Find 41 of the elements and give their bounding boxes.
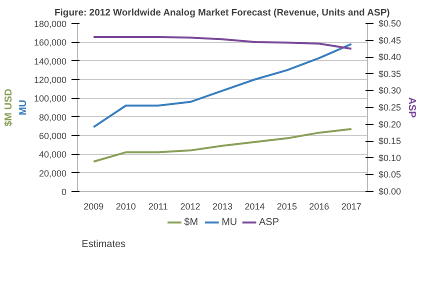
- legend-label: ASP: [258, 217, 280, 228]
- text: Estimates: [82, 239, 126, 250]
- y-axis-title: MU: [18, 100, 29, 116]
- y2-tick-label: $0.05: [378, 170, 402, 180]
- y2-tick-label: $0.30: [378, 86, 402, 96]
- y-tick-label: 140,000: [34, 56, 67, 66]
- y-tick-label: 180,000: [34, 19, 67, 29]
- y-tick-label: 80,000: [38, 112, 67, 122]
- text: $M USD: [4, 88, 14, 126]
- x-tick-label: 2012: [180, 202, 200, 212]
- x-tick-label: 2011: [148, 202, 168, 212]
- legend-label: MU: [222, 217, 238, 228]
- x-tick-label: 2014: [244, 202, 265, 212]
- x-tick-label: 2015: [276, 202, 297, 212]
- line-series: [92, 128, 352, 163]
- line-series: [92, 36, 352, 50]
- y2-tick-label: $0.50: [378, 18, 402, 28]
- x-tick-label: 2016: [309, 202, 330, 212]
- y2-tick-label: $0.35: [378, 68, 402, 79]
- x-tick-label: 2013: [212, 202, 233, 212]
- y2-tick-label: $0.20: [378, 119, 402, 130]
- y-tick-label: 100,000: [34, 94, 67, 104]
- y2-tick-label: $0.10: [378, 152, 402, 163]
- x-tick-label: 2010: [116, 202, 136, 212]
- line-series: [92, 43, 352, 128]
- y-tick-label: 120,000: [34, 75, 67, 85]
- x-tick-label: 2009: [84, 202, 104, 212]
- y-tick-label: 20,000: [38, 168, 67, 178]
- x-tick-label: 2017: [341, 202, 362, 212]
- y-tick-label: 160,000: [34, 38, 67, 48]
- y-tick-label: 60,000: [38, 131, 67, 141]
- y2-tick-label: $0.40: [378, 52, 402, 62]
- chart-title: Figure: 2012 Worldwide Analog Market Forecast (Revenue, Units and ASP): [54, 8, 390, 18]
- y2-axis-title: ASP: [406, 97, 418, 118]
- y2-tick-label: $0.45: [378, 35, 402, 46]
- y2-tick-label: $0.25: [378, 102, 402, 112]
- y-tick-label: 40,000: [38, 150, 67, 160]
- y2-tick-label: $0.00: [378, 186, 402, 196]
- y2-tick-label: $0.15: [378, 136, 402, 146]
- y-tick-label: 0: [61, 187, 67, 197]
- legend-label: $M: [184, 217, 198, 228]
